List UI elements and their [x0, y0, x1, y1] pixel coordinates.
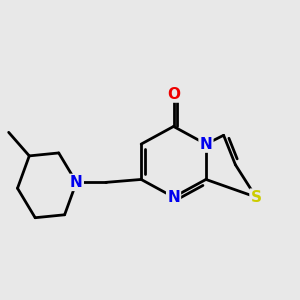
Text: N: N [200, 136, 212, 152]
Text: N: N [167, 190, 180, 205]
Text: N: N [70, 175, 83, 190]
Text: S: S [250, 190, 262, 205]
Text: O: O [167, 87, 180, 102]
